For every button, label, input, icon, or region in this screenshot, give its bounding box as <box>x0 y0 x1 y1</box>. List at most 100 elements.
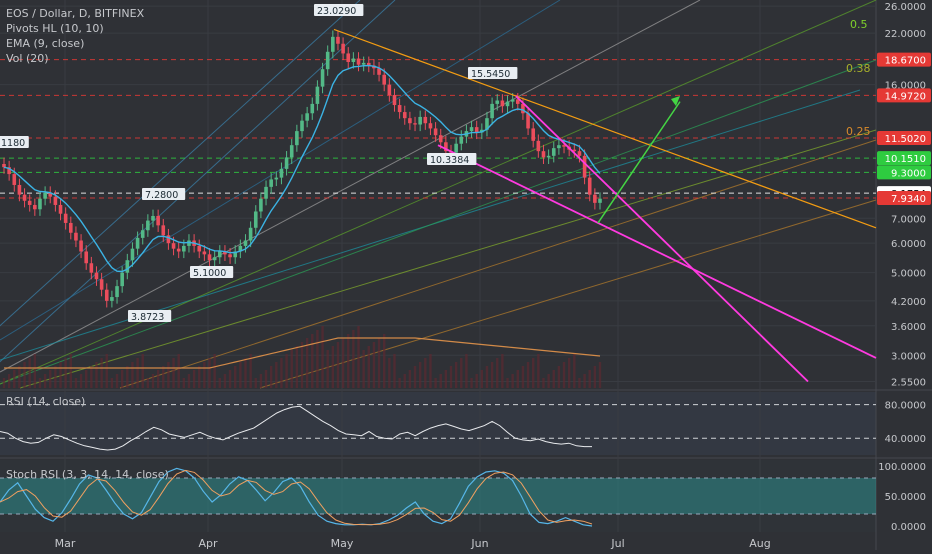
fib-label: 0.5 <box>850 18 868 31</box>
candle-body <box>182 245 186 252</box>
pivot-label: 1180 <box>1 138 25 149</box>
stoch-band <box>0 478 876 514</box>
volume-bar <box>131 362 134 388</box>
candle-body <box>295 131 299 146</box>
volume-bar <box>13 370 16 388</box>
volume-bar <box>38 378 42 388</box>
candle-body <box>274 177 279 180</box>
volume-bar <box>167 362 170 388</box>
candle-body <box>593 194 597 203</box>
candle-body <box>79 240 83 252</box>
price-level-label: 14.9720 <box>885 91 926 102</box>
candle-body <box>505 101 510 107</box>
candle-body <box>531 128 536 141</box>
candle-body <box>510 99 515 102</box>
y-tick-label: 3.6000 <box>891 322 926 333</box>
pivot-label: 23.0290 <box>317 6 356 17</box>
volume-bar <box>485 366 489 388</box>
volume-bar <box>439 374 442 388</box>
price-level-label: 9.3000 <box>891 168 926 179</box>
volume-bar <box>23 362 26 388</box>
volume-bar <box>413 366 417 388</box>
candle-body <box>392 95 397 106</box>
candle-body <box>325 51 330 70</box>
candle-body <box>27 200 32 205</box>
legend-pivots[interactable]: Pivots HL (10, 10) <box>6 22 104 35</box>
candle-body <box>176 248 181 252</box>
candle-body <box>238 245 243 252</box>
volume-bar <box>444 370 448 388</box>
candle-body <box>22 194 27 201</box>
volume-bar <box>49 370 52 388</box>
pivot-label-box <box>142 188 186 200</box>
volume-bar <box>95 362 98 388</box>
volume-bar <box>475 374 478 388</box>
rsi-tick-label: 40.0000 <box>885 434 926 445</box>
candle-body <box>408 118 412 124</box>
volume-bar <box>79 374 83 388</box>
volume-bar <box>388 358 391 388</box>
candle-body <box>53 196 58 205</box>
volume-bar <box>213 354 216 388</box>
candle-body <box>217 251 222 258</box>
stoch-d-line <box>0 469 593 526</box>
volume-bar <box>429 354 432 388</box>
volume-bar <box>2 378 6 388</box>
volume-bar <box>552 370 555 388</box>
candle-body <box>444 142 448 152</box>
volume-bar <box>54 366 57 388</box>
ema-line <box>3 64 601 273</box>
y-tick-label: 6.0000 <box>891 239 926 250</box>
legend-symbol[interactable]: EOS / Dollar, D, BITFINEX <box>6 7 145 20</box>
volume-bar <box>192 370 196 388</box>
candle-body <box>341 43 345 54</box>
volume-bar <box>521 366 525 388</box>
arrow-head <box>671 96 680 106</box>
candle-body <box>300 120 304 132</box>
volume-bar <box>362 350 365 388</box>
volume-bar <box>126 366 129 388</box>
volume-bar <box>470 378 473 388</box>
trendline-upper <box>333 28 877 229</box>
legend-vol[interactable]: Vol (20) <box>6 52 49 65</box>
candle-body <box>382 74 387 85</box>
candle-body <box>146 220 150 231</box>
price-level-tag <box>877 130 931 145</box>
volume-bar <box>454 362 458 388</box>
volume-bar <box>598 362 602 388</box>
channel-line <box>0 0 701 373</box>
y-tick-label: 26.0000 <box>885 2 926 13</box>
volume-bar <box>156 370 160 388</box>
volume-bar <box>105 354 108 388</box>
candle-body <box>474 127 479 133</box>
candle-body <box>582 155 587 178</box>
legend-ema[interactable]: EMA (9, close) <box>6 37 85 50</box>
y-tick-label: 4.2000 <box>891 297 926 308</box>
rsi-title[interactable]: RSI (14, close) <box>6 395 86 408</box>
channel-line <box>19 129 877 389</box>
volume-bar <box>69 354 72 388</box>
volume-bar <box>490 362 494 388</box>
x-tick-label: Aug <box>749 537 770 550</box>
stoch-title[interactable]: Stoch RSI (3, 3, 14, 14, close) <box>6 468 169 481</box>
volume-bar <box>408 370 412 388</box>
volume-bar <box>567 358 571 388</box>
candle-body <box>546 155 551 158</box>
candle-body <box>387 84 392 96</box>
candle-body <box>212 257 217 261</box>
candle-body <box>7 167 11 175</box>
candle-body <box>331 36 335 52</box>
candle-body <box>310 103 315 114</box>
volume-bar <box>90 366 93 388</box>
volume-bar <box>280 358 283 388</box>
volume-bar <box>331 346 335 388</box>
candle-body <box>500 100 505 107</box>
stoch-tick-label: 0.0000 <box>891 522 926 533</box>
pivot-label-box <box>314 4 364 16</box>
y-tick-label: 3.0000 <box>891 351 926 362</box>
volume-bar <box>460 358 463 388</box>
volume-bar <box>516 370 519 388</box>
volume-bar <box>305 338 309 388</box>
candle-body <box>366 62 371 66</box>
candle-body <box>485 118 489 130</box>
